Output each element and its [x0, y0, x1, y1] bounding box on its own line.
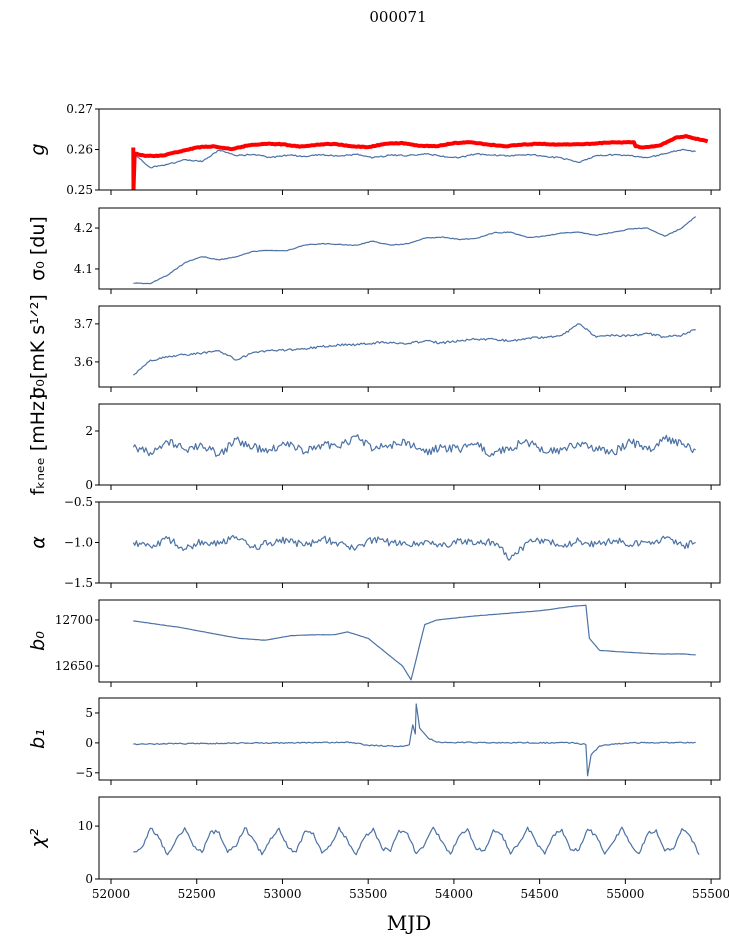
- series-line-g_reference: [131, 134, 709, 190]
- panel-2: 4.1 4.2 σ₀ [du]: [27, 207, 721, 294]
- y-tick-label: 4.1: [74, 262, 93, 276]
- y-tick-label: 0: [85, 478, 93, 492]
- panel-6: 12650 12700 b₀: [27, 599, 721, 687]
- series-line-sigma0_du: [133, 216, 697, 285]
- y-tick-label: 0: [85, 872, 93, 886]
- x-tick-label: 52500: [178, 887, 216, 901]
- x-tick-label: 55500: [692, 887, 729, 901]
- y-tick-label: 12650: [55, 659, 93, 673]
- y-tick-label: 10: [78, 819, 93, 833]
- axes-frame: [98, 305, 721, 388]
- y-tick-label: 5: [85, 706, 93, 720]
- y-axis-label: σ₀[mK s¹ᐟ²]: [27, 294, 49, 399]
- y-axis-label: g: [27, 143, 49, 155]
- panel-8: 0 10 52000 52500 53000 53500 54000 54500 55000 55…: [27, 796, 729, 901]
- y-axis-label: σ₀ [du]: [27, 216, 49, 281]
- axes-frame: [98, 501, 721, 584]
- x-tick-label: 52000: [92, 887, 130, 901]
- y-tick-label: 2: [85, 424, 93, 438]
- x-tick-label: 53000: [263, 887, 301, 901]
- x-tick-label: 55000: [606, 887, 644, 901]
- panel-5: −1.5 −1.0 −0.5 α: [27, 495, 721, 590]
- axes-frame: [98, 796, 721, 880]
- y-axis-label: fₖₙₑₑ [mHz]: [27, 394, 49, 496]
- y-axis-label: b₀: [27, 631, 49, 651]
- y-tick-label: 0.27: [66, 102, 93, 116]
- series-line-b1: [133, 703, 696, 777]
- series-line-b0: [133, 604, 696, 681]
- axes-frame: [98, 403, 721, 486]
- panel-7: −5 0 5 b₁: [27, 697, 721, 785]
- x-axis-label: MJD: [387, 911, 432, 935]
- y-tick-label: 0.26: [66, 143, 93, 157]
- series-line-chi2: [133, 826, 700, 856]
- series-line-fknee: [132, 434, 696, 457]
- series-line-g: [132, 148, 696, 169]
- y-tick-label: 3.7: [74, 317, 93, 331]
- y-axis-label: α: [27, 536, 49, 549]
- y-tick-label: −1.5: [64, 576, 93, 590]
- x-tick-label: 53500: [349, 887, 387, 901]
- y-tick-label: −5: [75, 766, 93, 780]
- panel-1: 0.25 0.26 0.27 g: [27, 102, 721, 197]
- chart-title: 000071: [369, 8, 426, 26]
- y-tick-label: 3.6: [74, 355, 93, 369]
- x-tick-label: 54500: [521, 887, 559, 901]
- y-tick-label: 0.25: [66, 183, 93, 197]
- y-tick-label: −0.5: [64, 495, 93, 509]
- panels: 0.25 0.26 0.27 g 4.1 4.2 σ₀ [du] 3.6 3.7 σ₀[mK s¹…: [27, 102, 729, 901]
- y-axis-label: b₁: [27, 729, 49, 749]
- y-axis-label: χ²: [27, 828, 49, 848]
- y-tick-label: 4.2: [74, 221, 93, 235]
- axes-frame: [98, 599, 721, 683]
- series-line-sigma0_mK: [132, 323, 696, 376]
- panel-4: 0 2 fₖₙₑₑ [mHz]: [27, 394, 721, 496]
- panel-3: 3.6 3.7 σ₀[mK s¹ᐟ²]: [27, 294, 721, 399]
- axes-frame: [98, 697, 721, 781]
- series-line-alpha: [132, 534, 696, 561]
- axes-frame: [98, 207, 721, 290]
- y-tick-label: 0: [85, 736, 93, 750]
- x-tick-label: 54000: [435, 887, 473, 901]
- y-tick-label: 12700: [55, 613, 93, 627]
- y-tick-label: −1.0: [64, 536, 93, 550]
